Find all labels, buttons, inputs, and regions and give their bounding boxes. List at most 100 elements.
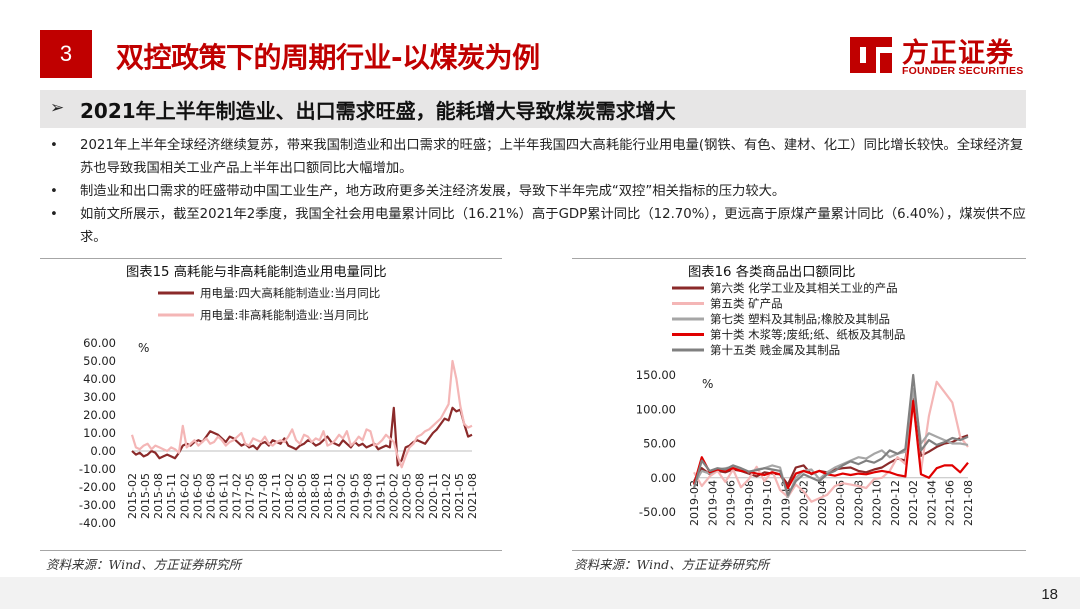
- y-tick-label: -50.00: [639, 505, 676, 519]
- x-tick-label: 2020-11: [427, 473, 440, 519]
- x-tick-label: 2021-02: [440, 473, 453, 519]
- legend-label: 第六类 化学工业及其相关工业的产品: [710, 281, 898, 295]
- x-tick-label: 2015-05: [139, 473, 152, 519]
- x-tick-label: 2020-05: [401, 473, 414, 519]
- legend-label: 第十五类 贱金属及其制品: [710, 343, 840, 357]
- legend-label: 第十类 木浆等;废纸;纸、纸板及其制品: [710, 328, 905, 342]
- chart-right-bottom-rule: [572, 550, 1026, 551]
- arrow-icon: ➢: [50, 98, 65, 118]
- x-tick-label: 2019-10: [761, 480, 774, 526]
- x-tick-label: 2015-02: [126, 473, 139, 519]
- series-line: [130, 359, 473, 469]
- logo-chinese-text: 方正证券: [902, 38, 1014, 69]
- x-tick-label: 2018-02: [283, 473, 296, 519]
- legend-label: 用电量:非高耗能制造业:当月同比: [200, 308, 369, 322]
- x-tick-label: 2016-02: [178, 473, 191, 519]
- legend-label: 第五类 矿产品: [710, 297, 783, 311]
- x-tick-label: 2019-05: [348, 473, 361, 519]
- x-tick-label: 2015-08: [152, 473, 165, 519]
- company-logo: 方正证券 FOUNDER SECURITIES: [846, 31, 1046, 81]
- x-tick-label: 2020-08: [414, 473, 427, 519]
- x-tick-label: 2017-05: [244, 473, 257, 519]
- x-tick-label: 2020-02: [798, 480, 811, 526]
- x-tick-label: 2017-08: [257, 473, 270, 519]
- series-line: [692, 399, 969, 490]
- x-tick-label: 2019-08: [743, 480, 756, 526]
- x-tick-label: 2015-11: [165, 473, 178, 519]
- y-tick-label: 30.00: [83, 390, 116, 404]
- bullet-list: • 2021年上半年全球经济继续复苏，带来我国制造业和出口需求的旺盛；上半年我国…: [40, 134, 1030, 249]
- chart-right-title: 图表16 各类商品出口额同比: [688, 265, 856, 280]
- chart-right: 150.00 100.00 50.00 0.00 -50.00% 2019-02 2019-…: [636, 281, 975, 526]
- x-tick-label: 2018-11: [322, 473, 335, 519]
- y-unit-label: %: [138, 341, 149, 355]
- chart-left-top-rule: [40, 258, 502, 259]
- series-line: [692, 373, 969, 496]
- x-tick-label: 2020-06: [834, 480, 847, 526]
- series-line: [693, 380, 969, 503]
- chart-left-title: 图表15 高耗能与非高耗能制造业用电量同比: [126, 265, 387, 280]
- y-tick-label: 50.00: [83, 354, 116, 368]
- x-tick-label: 2021-04: [925, 480, 938, 526]
- founder-logo-icon: [850, 37, 892, 73]
- x-tick-label: 2020-10: [871, 480, 884, 526]
- bullet-dot: •: [50, 138, 58, 153]
- x-tick-label: 2021-05: [453, 473, 466, 519]
- x-tick-label: 2016-08: [204, 473, 217, 519]
- y-tick-label: 10.00: [83, 426, 116, 440]
- x-tick-label: 2021-06: [944, 480, 957, 526]
- y-tick-label: -20.00: [79, 480, 116, 494]
- legend-label: 用电量:四大高耗能制造业:当月同比: [200, 286, 380, 300]
- y-tick-label: 0.00: [90, 444, 116, 458]
- bullet-text: 如前文所展示，截至2021年2季度，我国全社会用电量累计同比（16.21%）高于…: [80, 207, 1026, 245]
- y-tick-label: 0.00: [650, 471, 676, 485]
- x-tick-label: 2019-06: [725, 480, 738, 526]
- x-tick-label: 2019-04: [706, 480, 719, 526]
- page-number: 18: [1041, 586, 1058, 603]
- y-tick-label: 150.00: [636, 368, 676, 382]
- legend-label: 第七类 塑料及其制品;橡胶及其制品: [710, 312, 890, 326]
- bullet-item: • 制造业和出口需求的旺盛带动中国工业生产，地方政府更多关注经济发展，导致下半年…: [40, 180, 1030, 203]
- page-title: 双控政策下的周期行业-以煤炭为例: [116, 41, 540, 74]
- section-number-badge: 3: [40, 30, 92, 78]
- x-tick-label: 2019-02: [335, 473, 348, 519]
- chart-left-bottom-rule: [40, 550, 502, 551]
- chart-left: 60.00 50.00 40.00 30.00 20.00 10.00 0.00 -10.00…: [79, 286, 479, 530]
- x-tick-label: 2021-08: [466, 473, 479, 519]
- subtitle-text: 2021年上半年制造业、出口需求旺盛，能耗增大导致煤炭需求增大: [80, 99, 676, 123]
- y-tick-label: 40.00: [83, 372, 116, 386]
- x-tick-label: 2018-08: [309, 473, 322, 519]
- bullet-text: 2021年上半年全球经济继续复苏，带来我国制造业和出口需求的旺盛；上半年我国四大…: [80, 138, 1024, 176]
- y-unit-label: %: [702, 377, 713, 391]
- bullet-item: • 如前文所展示，截至2021年2季度，我国全社会用电量累计同比（16.21%）…: [40, 203, 1030, 249]
- x-tick-label: 2021-02: [907, 480, 920, 526]
- chart-left-source: 资料来源：Wind、方正证券研究所: [46, 557, 242, 572]
- x-tick-label: 2018-05: [296, 473, 309, 519]
- chart-right-source: 资料来源：Wind、方正证券研究所: [574, 557, 770, 572]
- bullet-dot: •: [50, 207, 58, 222]
- logo-english-text: FOUNDER SECURITIES: [902, 65, 1024, 77]
- x-tick-label: 2019-02: [688, 480, 701, 526]
- bullet-dot: •: [50, 184, 58, 199]
- y-tick-label: -40.00: [79, 516, 116, 530]
- bullet-item: • 2021年上半年全球经济继续复苏，带来我国制造业和出口需求的旺盛；上半年我国…: [40, 134, 1030, 180]
- chart-right-top-rule: [572, 258, 1026, 259]
- subtitle-bar: ➢ 2021年上半年制造业、出口需求旺盛，能耗增大导致煤炭需求增大: [40, 90, 1026, 128]
- x-tick-label: 2020-04: [816, 480, 829, 526]
- x-tick-label: 2016-05: [191, 473, 204, 519]
- x-tick-label: 2019-08: [361, 473, 374, 519]
- x-tick-label: 2016-11: [218, 473, 231, 519]
- x-tick-label: 2017-11: [270, 473, 283, 519]
- x-tick-label: 2019-11: [374, 473, 387, 519]
- x-tick-label: 2017-02: [231, 473, 244, 519]
- footer-bar: [0, 577, 1080, 609]
- x-tick-label: 2021-08: [962, 480, 975, 526]
- y-tick-label: 60.00: [83, 336, 116, 350]
- bullet-text: 制造业和出口需求的旺盛带动中国工业生产，地方政府更多关注经济发展，导致下半年完成…: [80, 184, 786, 199]
- x-tick-label: 2020-02: [388, 473, 401, 519]
- x-tick-label: 2020-08: [852, 480, 865, 526]
- y-tick-label: -10.00: [79, 462, 116, 476]
- y-tick-label: 20.00: [83, 408, 116, 422]
- y-tick-label: 100.00: [636, 402, 676, 416]
- x-tick-label: 2020-12: [889, 480, 902, 526]
